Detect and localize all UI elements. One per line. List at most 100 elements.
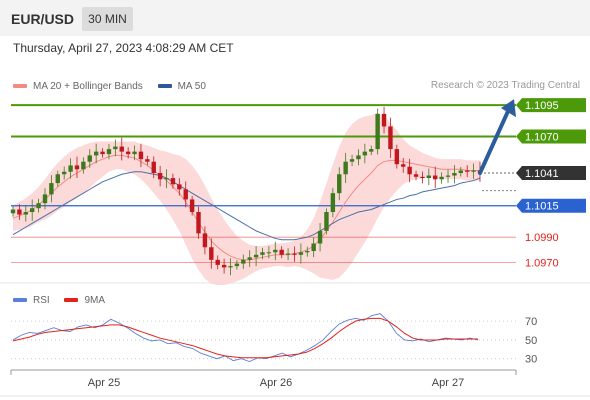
candle-body bbox=[36, 203, 41, 209]
candle-body bbox=[330, 193, 336, 213]
candle-body bbox=[253, 254, 259, 258]
candle-body bbox=[119, 146, 124, 152]
candle-body bbox=[337, 174, 342, 194]
legend-ma50-label: MA 50 bbox=[177, 80, 206, 92]
rsi-9ma-line bbox=[12, 317, 478, 359]
candle-body bbox=[362, 151, 368, 156]
candle-body bbox=[433, 175, 438, 180]
candle-body bbox=[151, 161, 156, 174]
level-label-1.1041: 1.1041 bbox=[525, 168, 559, 180]
candle-body bbox=[381, 113, 387, 127]
candle-body bbox=[356, 155, 361, 160]
candle-body bbox=[10, 209, 16, 214]
candle-body bbox=[273, 249, 278, 253]
symbol-title: EUR/USD bbox=[11, 11, 75, 27]
rsi-tick-50: 50 bbox=[525, 335, 537, 347]
candle-body bbox=[413, 174, 419, 177]
candle-body bbox=[394, 149, 400, 165]
candle-body bbox=[317, 230, 323, 244]
candle-body bbox=[426, 175, 432, 179]
legend-9ma-label: 9MA bbox=[84, 294, 106, 306]
candle-body bbox=[138, 151, 144, 160]
forecast-arrow-shaft bbox=[478, 107, 511, 176]
candle-body bbox=[209, 247, 214, 260]
candle-body bbox=[23, 212, 28, 215]
candle-body bbox=[177, 184, 182, 190]
candle-body bbox=[61, 171, 67, 175]
candle-body bbox=[375, 113, 380, 150]
bollinger-band-fill bbox=[13, 112, 480, 285]
x-tick-apr-26: Apr 26 bbox=[260, 377, 292, 389]
legend-9ma: 9MA bbox=[64, 295, 105, 306]
ma50-swatch bbox=[157, 84, 172, 88]
candle-body bbox=[465, 170, 470, 172]
candle-body bbox=[228, 266, 233, 268]
copyright-credit: Research © 2023 Trading Central bbox=[430, 80, 580, 91]
header-bar: EUR/USD 30 MIN bbox=[0, 0, 590, 36]
candle-body bbox=[81, 161, 86, 170]
level-label-1.1095: 1.1095 bbox=[525, 100, 559, 112]
candle-body bbox=[215, 259, 220, 265]
level-label-1.0990: 1.0990 bbox=[525, 232, 559, 244]
candle-body bbox=[196, 212, 201, 234]
candle-body bbox=[458, 170, 464, 174]
ma9-swatch bbox=[64, 298, 79, 302]
legend-ma20: MA 20 + Bollinger Bands bbox=[13, 81, 143, 92]
candle-body bbox=[407, 166, 412, 175]
legend-rsi-label: RSI bbox=[33, 294, 50, 306]
candle-body bbox=[445, 175, 451, 177]
timestamp: Thursday, April 27, 2023 4:08:29 AM CET bbox=[13, 41, 234, 55]
candle-body bbox=[266, 252, 272, 254]
candle-body bbox=[100, 151, 105, 155]
candle-body bbox=[49, 183, 54, 195]
candle-body bbox=[164, 178, 169, 180]
x-tick-apr-25: Apr 25 bbox=[88, 377, 120, 389]
candle-body bbox=[349, 159, 355, 162]
level-label-1.1070: 1.1070 bbox=[525, 132, 559, 144]
rsi-legend: RSI 9MA bbox=[13, 294, 117, 306]
candle-body bbox=[93, 151, 99, 156]
legend-rsi: RSI bbox=[13, 295, 50, 306]
candle-body bbox=[183, 189, 188, 200]
candle-body bbox=[125, 151, 131, 155]
candle-body bbox=[74, 165, 80, 170]
level-label-1.1015: 1.1015 bbox=[525, 201, 559, 213]
level-tag-1.1015 bbox=[516, 198, 586, 213]
rsi-line bbox=[12, 313, 479, 363]
candle-body bbox=[311, 243, 316, 252]
candle-body bbox=[305, 251, 310, 253]
x-tick-apr-27: Apr 27 bbox=[432, 377, 464, 389]
candle-body bbox=[55, 174, 60, 184]
candle-body bbox=[113, 146, 118, 150]
candle-body bbox=[221, 264, 227, 268]
candle-body bbox=[42, 194, 48, 204]
rsi-tick-70: 70 bbox=[525, 316, 537, 328]
candle-body bbox=[260, 252, 265, 255]
candle-body bbox=[324, 212, 329, 231]
candle-body bbox=[401, 164, 406, 167]
timeframe-badge[interactable]: 30 MIN bbox=[82, 7, 133, 31]
candle-body bbox=[369, 149, 374, 152]
candle-body bbox=[234, 263, 240, 267]
candle-body bbox=[439, 176, 444, 180]
candle-body bbox=[145, 159, 150, 162]
ma20-swatch bbox=[13, 84, 27, 88]
candle-body bbox=[343, 161, 348, 175]
level-tag-1.1041 bbox=[516, 166, 586, 181]
rsi-swatch bbox=[13, 298, 27, 302]
candle-body bbox=[285, 253, 291, 255]
candle-body bbox=[420, 176, 425, 179]
candle-body bbox=[298, 252, 304, 255]
candle-body bbox=[157, 173, 163, 180]
candle-body bbox=[241, 259, 246, 264]
candle-body bbox=[279, 249, 284, 255]
legend-ma20-label: MA 20 + Bollinger Bands bbox=[33, 80, 143, 92]
candle-body bbox=[106, 149, 112, 155]
forecast-arrow-head bbox=[501, 99, 516, 118]
legend-ma50: MA 50 bbox=[157, 80, 206, 92]
candle-body bbox=[189, 199, 195, 213]
ma50-line bbox=[12, 171, 481, 241]
rsi-tick-30: 30 bbox=[525, 354, 537, 366]
